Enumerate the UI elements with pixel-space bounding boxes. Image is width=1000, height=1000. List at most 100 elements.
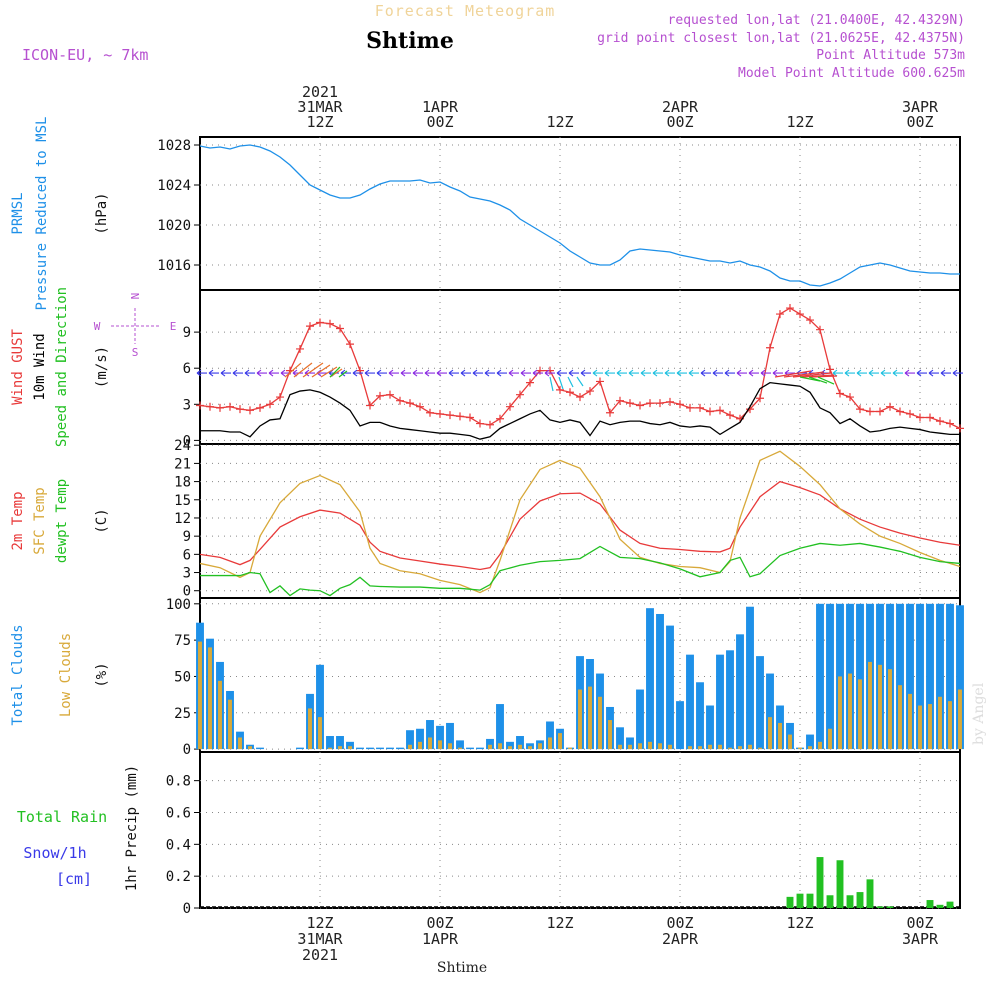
gust-marker: [626, 399, 634, 408]
gust-arrow: [338, 370, 348, 378]
gust-arrow: [302, 362, 324, 378]
wind-barb: [772, 369, 783, 377]
gust-marker: [666, 397, 674, 406]
gust-marker: [766, 343, 774, 352]
total-cloud-bar: [256, 747, 264, 750]
gust-marker: [836, 389, 844, 398]
axis-title-label: Snow/1h: [23, 844, 86, 862]
ytick-label: 25: [174, 706, 191, 722]
low-cloud-bar: [328, 747, 332, 750]
wind-barb: [700, 369, 711, 377]
gust-marker: [876, 407, 884, 416]
gust-marker: [296, 344, 304, 353]
total-cloud-bar: [436, 725, 444, 750]
low-cloud-bar: [218, 680, 222, 750]
axis-title-label: PRMSL: [10, 192, 26, 234]
wind-barb: [640, 369, 651, 377]
wind-barb: [580, 369, 591, 377]
total-cloud-bar: [766, 673, 774, 750]
low-cloud-bar: [528, 746, 532, 750]
total-cloud-bar: [956, 605, 964, 750]
gust-arrow: [293, 362, 313, 378]
gust-marker: [246, 406, 254, 415]
bottom-tick-label: 12Z: [306, 914, 333, 932]
top-tick-label: 2APR: [662, 98, 699, 116]
gust-marker: [896, 407, 904, 416]
rain-bar: [846, 895, 854, 908]
gust-marker: [936, 417, 944, 426]
ytick-label: 6: [183, 547, 191, 563]
wind-barb: [856, 369, 867, 377]
gust-arrow: [558, 376, 564, 390]
gust-marker: [906, 409, 914, 418]
gust-marker: [206, 402, 214, 411]
axis-unit-label: 1hr Precip (mm): [124, 765, 140, 891]
gust-marker: [256, 403, 264, 412]
low-cloud-bar: [748, 744, 752, 750]
gust-marker: [366, 401, 374, 410]
series-line-prmsl: [199, 144, 960, 287]
low-cloud-bar: [878, 664, 882, 750]
axis-title-label: 10m Wind: [32, 333, 48, 400]
wind-barb: [760, 369, 771, 377]
wind-barb: [628, 369, 639, 377]
gust-marker: [956, 424, 964, 433]
gust-marker: [686, 403, 694, 412]
axis-title-label: Speed and Direction: [54, 287, 70, 447]
rain-bar: [856, 892, 864, 908]
bottom-tick-label: 12Z: [546, 914, 573, 932]
low-cloud-bar: [738, 746, 742, 750]
low-cloud-bar: [348, 746, 352, 750]
low-cloud-bar: [628, 744, 632, 750]
wind-panel: 0 3 6 9 (m/s) Wind GUST 10m Wind Speed and Dire…: [10, 287, 964, 449]
gust-marker: [406, 399, 414, 408]
total-cloud-bar: [826, 603, 834, 750]
gust-arrow: [774, 370, 812, 378]
low-cloud-bar: [338, 746, 342, 750]
rain-bar: [926, 900, 934, 908]
axis-title-label: Low Clouds: [58, 633, 74, 717]
bottom-tick-label: 2APR: [662, 930, 699, 948]
series-line-sfc-temp: [199, 450, 961, 594]
gust-marker: [476, 419, 484, 428]
ytick-label: 6: [183, 361, 191, 377]
low-cloud-bar: [928, 704, 932, 750]
gust-marker: [336, 324, 344, 333]
ytick-label: 0.8: [166, 774, 191, 790]
low-cloud-bar: [758, 747, 762, 750]
low-cloud-bar: [588, 686, 592, 750]
axis-title-label: Total Rain: [17, 808, 107, 826]
wind-barb: [724, 369, 735, 377]
wind-barb: [388, 369, 399, 377]
wind-barb: [376, 369, 387, 377]
wind-barb: [436, 369, 447, 377]
total-cloud-bar: [466, 747, 474, 750]
pressure-panel: 1016 1020 1024 1028 (hPa) PRMSL Pressure Reduc…: [10, 117, 961, 310]
compass-s: S: [132, 346, 139, 359]
total-cloud-bar: [916, 603, 924, 750]
top-tick-label: 1APR: [422, 98, 459, 116]
gust-marker: [776, 310, 784, 319]
wind-barb: [400, 369, 411, 377]
low-cloud-bar: [508, 746, 512, 750]
wind-barb: [604, 369, 615, 377]
bottom-tick-label: 12Z: [786, 914, 813, 932]
clouds-panel: 0 25 50 75 100 (%) Total Clouds Low Clouds: [10, 597, 964, 758]
gust-marker: [946, 419, 954, 428]
gust-arrow: [801, 374, 835, 378]
ytick-label: 0: [183, 742, 191, 758]
bottom-tick-label: 3APR: [902, 930, 939, 948]
gust-marker: [526, 378, 534, 387]
gust-marker: [656, 399, 664, 408]
ytick-label: 1016: [157, 258, 191, 274]
low-cloud-bar: [808, 746, 812, 750]
low-cloud-bar: [518, 744, 522, 750]
total-cloud-bar: [386, 747, 394, 750]
precip-panel: 0 0.2 0.4 0.6 0.8 1hr Precip (mm) Total Rain Sn…: [17, 751, 961, 917]
low-cloud-bar: [498, 743, 502, 750]
total-cloud-bar: [736, 634, 744, 750]
total-cloud-bar: [486, 738, 494, 750]
total-cloud-bar: [506, 741, 514, 750]
